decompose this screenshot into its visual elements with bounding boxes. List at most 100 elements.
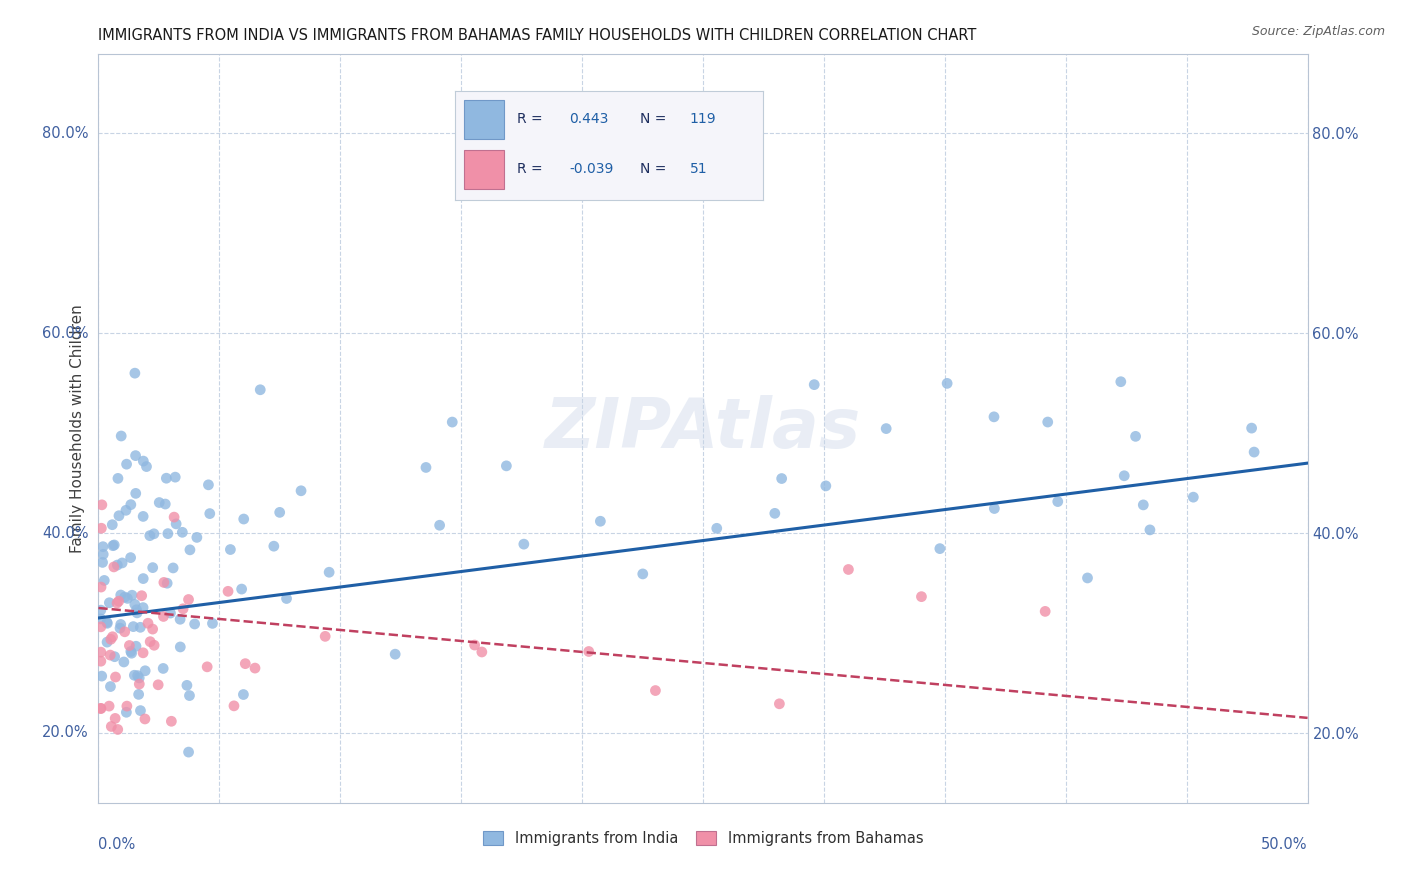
Point [153, 575, 176, 590]
Point [91, 547, 114, 561]
Point [156, 526, 179, 541]
Point [107, 471, 129, 485]
Point [763, 507, 786, 521]
Point [90, 669, 112, 683]
Point [115, 706, 138, 720]
Point [101, 539, 124, 553]
Point [90, 612, 112, 626]
Point [105, 596, 128, 610]
Point [110, 588, 132, 602]
Point [120, 644, 142, 658]
Point [132, 600, 155, 615]
Text: ZIPAtlas: ZIPAtlas [546, 394, 860, 462]
Point [90, 654, 112, 668]
Text: IMMIGRANTS FROM INDIA VS IMMIGRANTS FROM BAHAMAS FAMILY HOUSEHOLDS WITH CHILDREN: IMMIGRANTS FROM INDIA VS IMMIGRANTS FROM… [98, 28, 977, 43]
Point [176, 678, 198, 692]
Text: 80.0%: 80.0% [42, 126, 89, 141]
Point [1046, 494, 1069, 508]
Point [155, 471, 177, 485]
Point [129, 704, 152, 718]
Point [125, 486, 148, 500]
Point [98, 596, 121, 610]
Point [179, 689, 201, 703]
Point [129, 620, 152, 634]
Point [104, 711, 127, 725]
Point [179, 542, 201, 557]
Point [276, 591, 298, 606]
Point [152, 609, 174, 624]
Point [100, 632, 122, 647]
Point [104, 649, 127, 664]
Point [111, 556, 134, 570]
Point [290, 483, 312, 498]
Point [90, 580, 112, 594]
Point [249, 383, 271, 397]
Point [644, 683, 666, 698]
Point [169, 612, 191, 626]
Point [128, 687, 150, 701]
Point [120, 498, 142, 512]
Point [115, 457, 138, 471]
Point [1243, 445, 1265, 459]
Point [108, 621, 131, 635]
Point [384, 647, 406, 661]
Point [90, 521, 112, 535]
Point [132, 646, 155, 660]
Point [803, 377, 825, 392]
Legend: Immigrants from India, Immigrants from Bahamas: Immigrants from India, Immigrants from B… [477, 825, 929, 852]
Point [148, 495, 170, 509]
Point [183, 617, 205, 632]
Point [232, 512, 254, 526]
Point [1036, 415, 1059, 429]
Point [269, 505, 291, 519]
Point [110, 617, 132, 632]
Point [1109, 375, 1132, 389]
Point [121, 588, 143, 602]
Point [125, 640, 148, 654]
Point [222, 698, 245, 713]
Point [1076, 571, 1098, 585]
Point [513, 537, 536, 551]
Point [177, 592, 200, 607]
Point [768, 697, 790, 711]
Point [195, 660, 218, 674]
Point [233, 657, 256, 671]
Point [217, 584, 239, 599]
Point [156, 576, 179, 591]
Point [1033, 604, 1056, 618]
Point [120, 550, 142, 565]
Point [91, 556, 114, 570]
Y-axis label: Family Households with Children: Family Households with Children [70, 304, 86, 552]
Point [155, 497, 177, 511]
Point [201, 616, 224, 631]
Point [110, 429, 132, 443]
Point [928, 541, 950, 556]
Point [464, 638, 486, 652]
Point [243, 661, 266, 675]
Point [631, 566, 654, 581]
Point [117, 591, 139, 606]
Point [124, 449, 146, 463]
Point [219, 542, 242, 557]
Text: 20.0%: 20.0% [42, 725, 89, 740]
Text: 50.0%: 50.0% [1261, 837, 1308, 852]
Point [578, 644, 600, 658]
Point [104, 670, 127, 684]
Point [121, 646, 143, 660]
Point [125, 606, 148, 620]
Point [134, 712, 156, 726]
Point [90, 701, 112, 715]
Point [124, 668, 146, 682]
Point [318, 566, 340, 580]
Point [770, 471, 793, 485]
Point [706, 521, 728, 535]
Point [114, 624, 136, 639]
Point [132, 572, 155, 586]
Point [1114, 468, 1136, 483]
Point [146, 678, 169, 692]
Point [1125, 429, 1147, 443]
Point [98, 699, 121, 714]
Point [103, 538, 125, 552]
Point [910, 590, 932, 604]
Point [90, 603, 112, 617]
